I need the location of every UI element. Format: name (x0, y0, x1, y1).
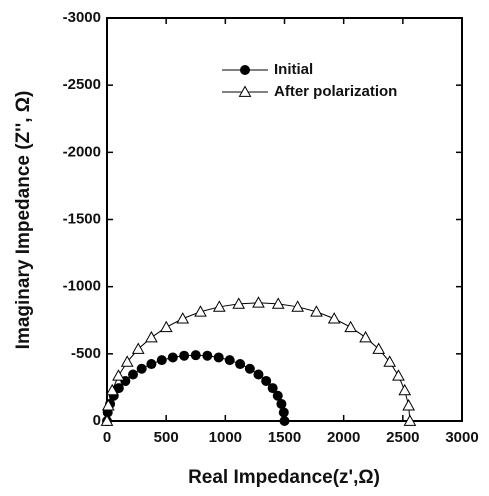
y-tick-label: -2000 (63, 143, 101, 160)
marker (194, 305, 207, 317)
marker (146, 359, 157, 370)
series-line (106, 354, 285, 422)
marker (291, 300, 304, 312)
marker (167, 352, 178, 363)
marker (176, 312, 190, 324)
marker (267, 383, 278, 394)
marker (159, 320, 173, 333)
x-tick-label: 1000 (209, 429, 242, 446)
marker (131, 342, 145, 354)
marker (128, 369, 139, 380)
marker (120, 355, 134, 367)
marker (359, 330, 372, 343)
marker (105, 383, 119, 396)
x-tick-label: 2000 (327, 429, 360, 446)
marker (344, 320, 357, 333)
marker (261, 375, 272, 386)
y-axis-title: Imaginary Impedance (Z'', Ω) (13, 91, 34, 350)
marker (392, 369, 405, 381)
y-tick-label: -2500 (63, 76, 101, 93)
marker (278, 407, 289, 418)
x-tick-label: 500 (154, 429, 179, 446)
marker (224, 355, 235, 366)
x-tick-label: 3000 (445, 429, 478, 446)
marker (190, 350, 201, 361)
marker (179, 350, 190, 361)
marker (101, 399, 115, 411)
marker (232, 297, 246, 309)
x-tick-label: 2500 (386, 429, 419, 446)
marker (272, 390, 283, 401)
marker (145, 330, 158, 343)
y-tick-label: -3000 (63, 9, 101, 26)
marker (402, 399, 415, 411)
x-axis-title: Real Impedance(z',Ω) (188, 467, 380, 488)
marker (212, 300, 226, 312)
x-tick-label: 1500 (268, 429, 301, 446)
y-tick-label: -500 (71, 345, 101, 362)
marker (372, 342, 386, 354)
marker (100, 414, 114, 426)
marker (253, 369, 264, 380)
marker (113, 383, 124, 394)
marker (310, 305, 323, 317)
marker (112, 369, 125, 381)
y-tick-label: 0 (93, 412, 101, 429)
legend-marker (240, 65, 250, 75)
marker (202, 350, 213, 361)
legend-label: After polarization (274, 83, 397, 100)
marker (276, 398, 287, 409)
marker (252, 296, 265, 308)
legend-label: Initial (274, 61, 313, 78)
marker (271, 297, 285, 309)
marker (398, 383, 412, 396)
marker (213, 352, 224, 363)
x-tick-label: 0 (103, 429, 111, 446)
marker (383, 355, 397, 367)
marker (403, 414, 417, 426)
marker (327, 312, 341, 324)
y-tick-label: -1500 (63, 210, 101, 227)
marker (235, 359, 246, 370)
marker (244, 363, 255, 374)
marker (279, 416, 290, 426)
marker (136, 363, 147, 374)
marker (156, 355, 167, 366)
y-tick-label: -1000 (63, 278, 101, 295)
legend-marker (238, 85, 252, 97)
